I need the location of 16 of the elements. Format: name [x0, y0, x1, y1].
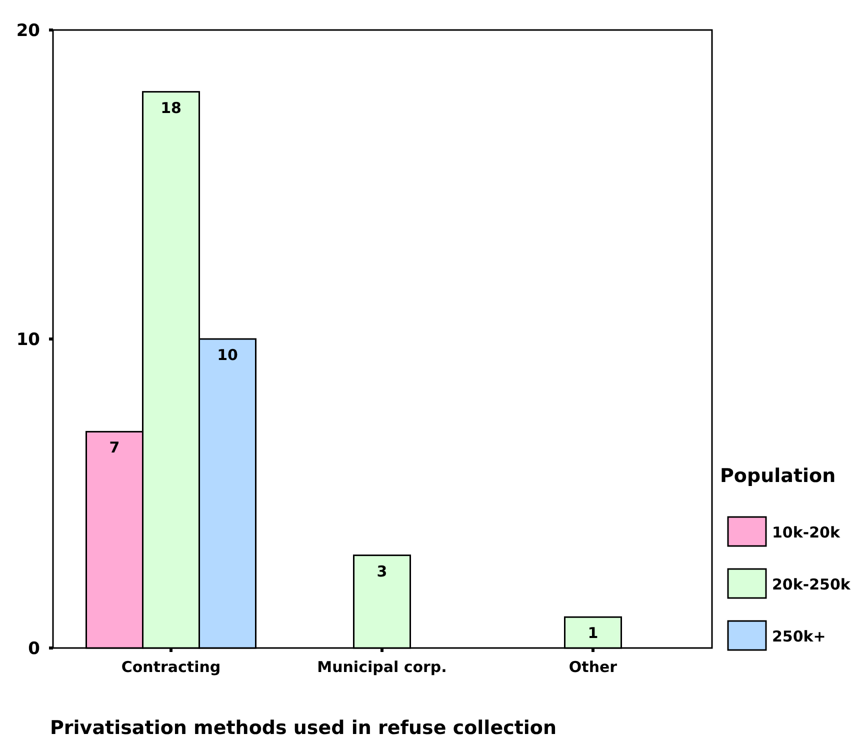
data-label: 7	[109, 438, 120, 457]
legend-label: 250k+	[772, 627, 826, 646]
data-label: 1	[588, 624, 598, 642]
x-axis-title: Privatisation methods used in refuse collection	[50, 717, 557, 738]
legend-label: 10k-20k	[772, 523, 841, 542]
data-label: 3	[376, 562, 388, 580]
x-tick-label: Contracting	[121, 658, 221, 676]
y-tick-label: 10	[16, 330, 40, 350]
x-tick-label: Municipal corp.	[317, 658, 447, 676]
legend-title: Population	[720, 465, 836, 487]
data-label: 18	[160, 98, 182, 117]
x-tick-label: Other	[568, 658, 618, 676]
data-label: 10	[217, 346, 238, 364]
legend-label: 20k-250k	[772, 575, 852, 594]
y-tick-label: 20	[16, 20, 40, 41]
y-tick-label: 0	[28, 638, 40, 659]
